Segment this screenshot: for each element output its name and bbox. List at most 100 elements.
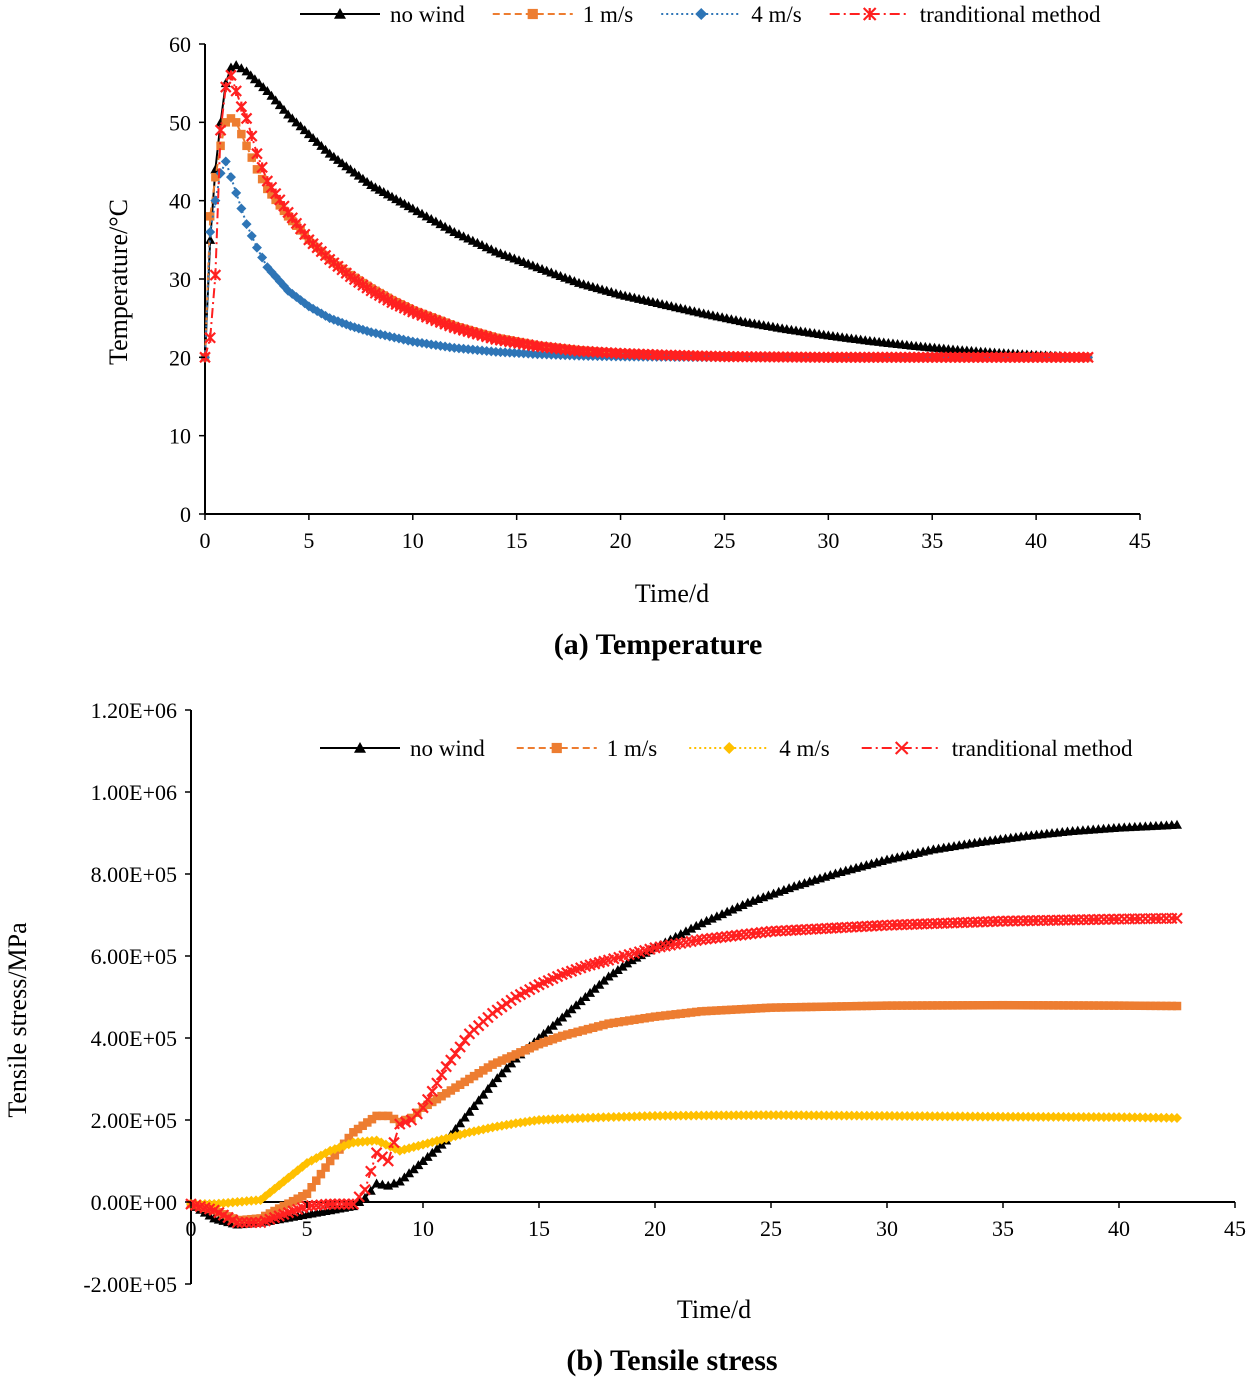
temperature-figure: 0 5 10 15 20 25 30 35 40 45 0 10 20 30 40 50 60 Time/d T… xyxy=(0,0,1255,665)
data-point xyxy=(525,1044,534,1053)
data-point xyxy=(806,1110,817,1121)
data-point xyxy=(478,1089,489,1099)
data-point xyxy=(697,1007,706,1016)
data-point xyxy=(437,1091,446,1101)
data-point xyxy=(534,1039,544,1049)
y-tick-label: 60 xyxy=(169,32,191,57)
data-point xyxy=(1167,1001,1176,1011)
legend-marker xyxy=(551,742,562,754)
data-point xyxy=(681,1008,691,1018)
data-point xyxy=(353,1124,363,1134)
data-point xyxy=(295,121,306,131)
data-point xyxy=(279,1201,289,1211)
data-point xyxy=(619,1111,630,1122)
data-point xyxy=(629,1111,640,1122)
data-point xyxy=(675,1110,686,1121)
data-point xyxy=(680,1110,691,1121)
data-point xyxy=(851,1110,862,1121)
data-point xyxy=(892,1001,902,1010)
data-point xyxy=(1059,1001,1068,1010)
data-point xyxy=(856,1110,867,1121)
data-point xyxy=(655,1011,665,1021)
data-point xyxy=(497,1056,507,1065)
data-point xyxy=(645,1013,655,1022)
data-point xyxy=(278,104,289,114)
legend-item-tranditional-method: tranditional method xyxy=(861,736,1133,761)
data-point xyxy=(722,1005,731,1015)
data-point xyxy=(302,1189,312,1199)
data-point xyxy=(338,1198,350,1210)
data-point xyxy=(599,1020,608,1030)
data-point xyxy=(786,1110,797,1121)
data-point xyxy=(1130,1001,1140,1010)
data-point xyxy=(867,1001,877,1011)
x-tick-label: 5 xyxy=(302,1216,313,1241)
data-point xyxy=(488,1060,497,1069)
data-point xyxy=(1172,819,1182,829)
data-point xyxy=(1008,1111,1019,1122)
data-point xyxy=(1029,1001,1038,1010)
data-point xyxy=(962,1111,973,1122)
data-point xyxy=(455,1118,466,1128)
tensile-stress-legend: no wind 1 m/s 4 m/s tranditional method xyxy=(320,736,1133,761)
data-point xyxy=(383,1111,393,1121)
data-point xyxy=(786,1003,796,1012)
data-point xyxy=(553,1033,562,1042)
legend-marker xyxy=(527,8,538,20)
data-point xyxy=(766,1110,776,1121)
data-point xyxy=(594,1022,603,1031)
data-point xyxy=(1135,1112,1146,1123)
data-point xyxy=(827,1002,836,1011)
data-point xyxy=(274,100,285,110)
data-point xyxy=(717,909,728,919)
temperature-chart: 0 5 10 15 20 25 30 35 40 45 0 10 20 30 40 50 60 Time/d T… xyxy=(104,2,1151,661)
data-point xyxy=(836,1110,847,1121)
data-point xyxy=(1023,1001,1033,1010)
data-point xyxy=(776,1110,787,1121)
data-point xyxy=(998,1111,1008,1122)
data-point xyxy=(432,1094,442,1104)
x-tick-label: 25 xyxy=(760,1216,782,1241)
data-point xyxy=(1124,1112,1135,1123)
data-point xyxy=(902,1111,913,1122)
data-point xyxy=(205,227,216,237)
data-point xyxy=(609,1018,619,1028)
data-point xyxy=(544,1036,553,1046)
data-point xyxy=(436,1134,447,1145)
data-point xyxy=(907,1001,917,1010)
y-tick-label: 0.00E+00 xyxy=(91,1190,177,1215)
data-point xyxy=(1171,912,1183,925)
data-point xyxy=(1114,1001,1124,1010)
legend-label: no wind xyxy=(410,736,485,761)
data-point xyxy=(225,62,236,72)
data-point xyxy=(983,1001,993,1010)
data-point xyxy=(306,1155,317,1166)
data-point xyxy=(275,201,285,210)
data-point xyxy=(349,1128,358,1137)
data-point xyxy=(246,230,257,241)
tensile-stress-y-axis-title: Tensile stress/MPa xyxy=(3,922,32,1118)
data-point xyxy=(862,1001,872,1011)
data-point xyxy=(209,269,222,281)
data-point xyxy=(460,1077,470,1087)
data-point xyxy=(716,1110,727,1121)
data-point xyxy=(588,1112,599,1123)
data-point xyxy=(622,958,633,968)
data-point xyxy=(650,1110,660,1121)
y-tick-label: -2.00E+05 xyxy=(83,1272,177,1297)
data-point xyxy=(660,1110,671,1121)
data-point xyxy=(1099,1001,1109,1010)
data-point xyxy=(670,1110,681,1121)
data-point xyxy=(445,1054,457,1066)
data-point xyxy=(1094,1001,1104,1010)
data-point xyxy=(1098,1112,1109,1123)
data-point xyxy=(245,1216,258,1229)
data-point xyxy=(776,1003,786,1012)
data-point xyxy=(1082,351,1094,364)
temperature-caption: (a) Temperature xyxy=(554,628,763,661)
series-tranditional-method xyxy=(185,912,1183,1229)
data-point xyxy=(231,187,242,198)
data-point xyxy=(242,141,251,151)
data-point xyxy=(240,112,253,125)
data-point xyxy=(563,1030,572,1039)
